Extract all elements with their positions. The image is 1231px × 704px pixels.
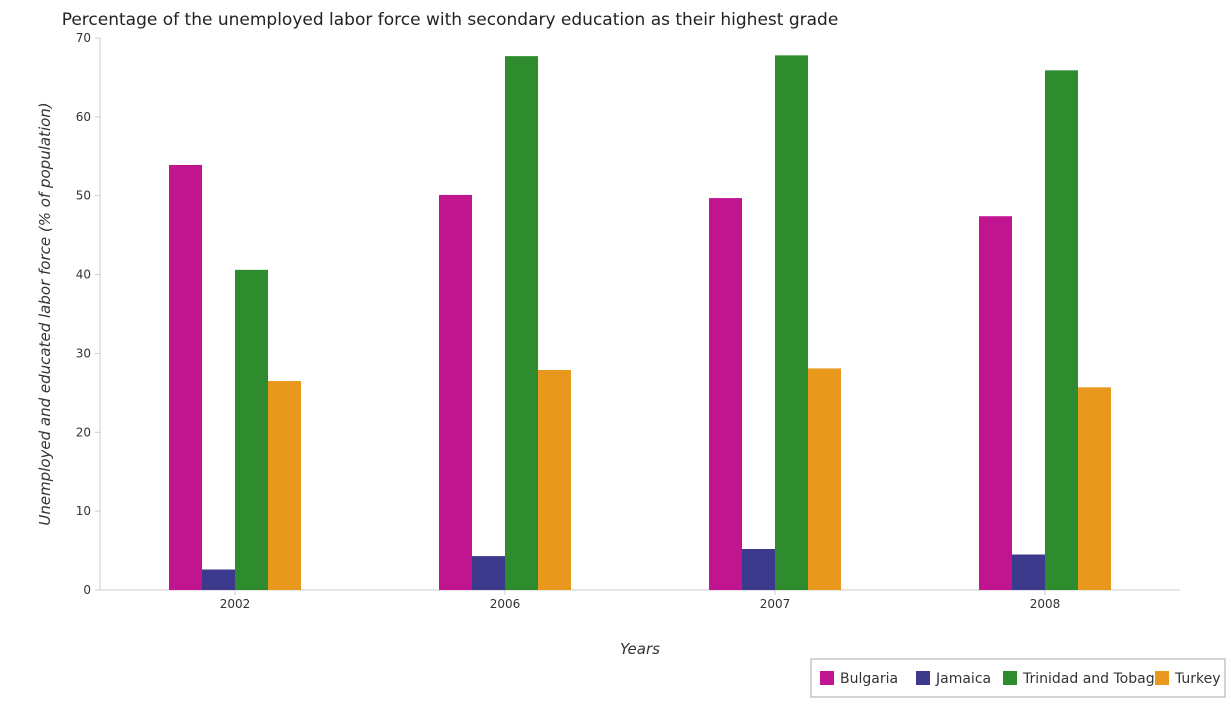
y-tick-label: 20 [76, 425, 91, 439]
legend: Bulgaria Jamaica Trinidad and Tobago Turkey [810, 658, 1226, 698]
bar-jamaica-2007 [742, 548, 775, 590]
y-tick-label: 70 [76, 31, 91, 45]
bar-turkey-2006 [538, 369, 571, 590]
bar-turkey-2007 [808, 368, 841, 590]
x-tick-label: 2008 [1030, 597, 1061, 611]
bar-turkey-2008 [1078, 387, 1111, 590]
x-axis-ticks: 2002 2006 2007 2008 [220, 590, 1061, 611]
legend-label: Turkey [1174, 671, 1221, 687]
x-tick-label: 2007 [760, 597, 791, 611]
x-tick-label: 2002 [220, 597, 251, 611]
y-axis-ticks: 0 10 20 30 40 50 60 70 [76, 31, 100, 597]
bar-trinidad-and-tobago-2007 [775, 55, 808, 590]
x-tick-label: 2006 [490, 597, 521, 611]
bar-bulgaria-2006 [439, 194, 472, 590]
y-tick-label: 60 [76, 110, 91, 124]
bar-trinidad-and-tobago-2006 [505, 56, 538, 590]
y-tick-label: 30 [76, 346, 91, 360]
legend-label: Jamaica [935, 671, 991, 687]
legend-swatch [916, 671, 930, 685]
y-tick-label: 40 [76, 268, 91, 282]
legend-swatch [820, 671, 834, 685]
chart-title: Percentage of the unemployed labor force… [62, 10, 839, 30]
y-tick-label: 0 [83, 583, 91, 597]
bar-trinidad-and-tobago-2008 [1045, 70, 1078, 591]
bar-jamaica-2006 [472, 556, 505, 590]
y-tick-label: 50 [76, 189, 91, 203]
legend-label: Bulgaria [840, 671, 898, 687]
bar-turkey-2002 [268, 381, 301, 590]
bar-bulgaria-2002 [169, 164, 202, 590]
y-tick-label: 10 [76, 504, 91, 518]
legend-label: Trinidad and Tobago [1022, 671, 1163, 687]
x-axis-title: Years [620, 640, 660, 658]
y-axis-title: Unemployed and educated labor force (% o… [36, 102, 54, 525]
legend-swatch [1155, 671, 1169, 685]
bar-trinidad-and-tobago-2002 [235, 269, 268, 590]
bar-bulgaria-2007 [709, 198, 742, 590]
bar-jamaica-2008 [1012, 554, 1045, 590]
bars-group [169, 55, 1111, 591]
bar-jamaica-2002 [202, 569, 235, 590]
bar-bulgaria-2008 [979, 216, 1012, 590]
legend-swatch [1003, 671, 1017, 685]
